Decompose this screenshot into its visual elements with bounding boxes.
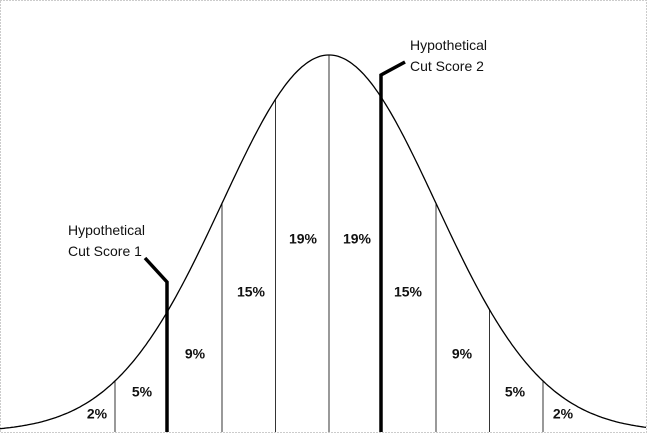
segment-percent: 19%	[343, 231, 372, 247]
segment-percent: 9%	[452, 346, 473, 362]
curve-group	[0, 54, 647, 432]
segment-percent: 9%	[185, 346, 206, 362]
segment-percent: 5%	[132, 384, 153, 400]
cut-score-1-line2: Cut Score 1	[68, 243, 142, 259]
segment-percent: 2%	[87, 406, 108, 422]
segment-percent: 5%	[505, 384, 526, 400]
normal-curve	[0, 54, 647, 430]
segment-percent: 19%	[289, 231, 318, 247]
segment-percent: 15%	[237, 284, 266, 300]
cut-score-1-marker	[143, 256, 169, 432]
cut-score-2-line1: Hypothetical	[410, 37, 487, 53]
cut-score-2-marker	[379, 60, 406, 432]
segment-percent: 2%	[553, 406, 574, 422]
cut-score-1-line1: Hypothetical	[68, 222, 145, 238]
cut-score-2-line2: Cut Score 2	[410, 58, 484, 74]
segment-percent: 15%	[394, 284, 423, 300]
